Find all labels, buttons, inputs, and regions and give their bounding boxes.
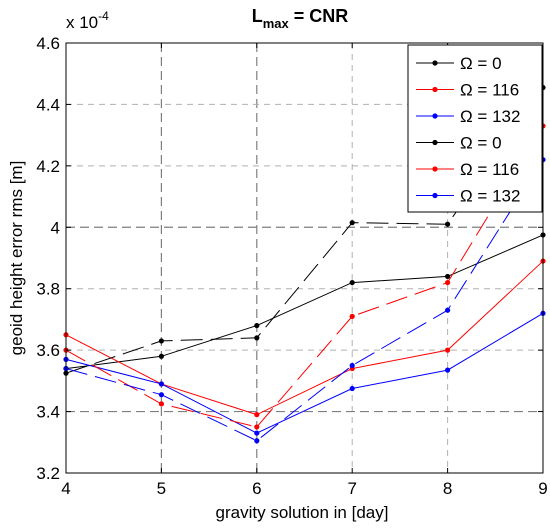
legend-label-2: Ω = 132 xyxy=(460,107,520,126)
x-tick-label: 6 xyxy=(252,479,261,498)
y-tick-label: 3.2 xyxy=(36,464,60,483)
x-tick-label: 7 xyxy=(347,479,356,498)
legend-label-4: Ω = 116 xyxy=(460,160,519,179)
legend-label-1: Ω = 116 xyxy=(460,81,519,100)
data-point xyxy=(445,279,451,286)
legend-marker-5 xyxy=(432,192,438,199)
legend-marker-3 xyxy=(432,139,438,146)
legend-label-0: Ω = 0 xyxy=(460,54,502,73)
series-line-0 xyxy=(65,234,544,370)
data-point xyxy=(254,335,260,341)
data-point xyxy=(349,220,355,226)
legend-label-3: Ω = 0 xyxy=(460,134,502,153)
data-point xyxy=(254,412,260,418)
data-point xyxy=(254,438,260,444)
data-point xyxy=(158,392,164,398)
plot-frame xyxy=(65,42,544,474)
data-point xyxy=(254,322,260,329)
series-line-2 xyxy=(65,312,544,434)
data-point xyxy=(349,313,355,319)
series-line-1 xyxy=(65,260,544,416)
x-tick-label: 4 xyxy=(61,479,70,498)
y-axis-multiplier: x 10-4 xyxy=(66,9,109,32)
series-line-5 xyxy=(65,159,544,442)
data-point xyxy=(445,273,451,280)
data-point xyxy=(158,401,164,407)
series-line-4 xyxy=(65,125,544,428)
data-point xyxy=(445,367,451,373)
y-tick-label: 4.4 xyxy=(36,95,60,114)
data-point xyxy=(445,347,451,353)
chart-title: Lmax = CNR xyxy=(252,6,349,31)
x-tick-label: 9 xyxy=(538,479,547,498)
y-tick-label: 3.6 xyxy=(36,341,60,360)
data-point xyxy=(158,381,164,387)
y-tick-label: 4.6 xyxy=(36,34,60,53)
data-point xyxy=(349,385,355,392)
legend-marker-4 xyxy=(432,166,438,172)
data-point xyxy=(445,307,451,313)
data-point xyxy=(254,430,260,436)
x-tick-label: 5 xyxy=(157,479,166,498)
y-tick-label: 4 xyxy=(51,218,60,237)
data-point xyxy=(349,279,355,286)
data-point xyxy=(445,221,451,227)
x-axis-label: gravity solution in [day] xyxy=(216,503,389,522)
x-tick-label: 8 xyxy=(443,479,452,498)
legend-marker-1 xyxy=(432,86,438,93)
data-point xyxy=(158,353,164,359)
data-point xyxy=(254,424,260,430)
y-tick-label: 3.8 xyxy=(36,280,60,299)
y-tick-label: 4.2 xyxy=(36,157,60,176)
legend-label-5: Ω = 132 xyxy=(460,187,520,206)
data-point xyxy=(158,338,164,344)
y-tick-label: 3.4 xyxy=(36,403,60,422)
y-axis-label: geoid height error rms [m] xyxy=(7,161,26,356)
data-point xyxy=(349,362,355,369)
legend-marker-0 xyxy=(432,60,438,66)
legend-marker-2 xyxy=(432,113,438,119)
legend-box xyxy=(407,44,543,213)
